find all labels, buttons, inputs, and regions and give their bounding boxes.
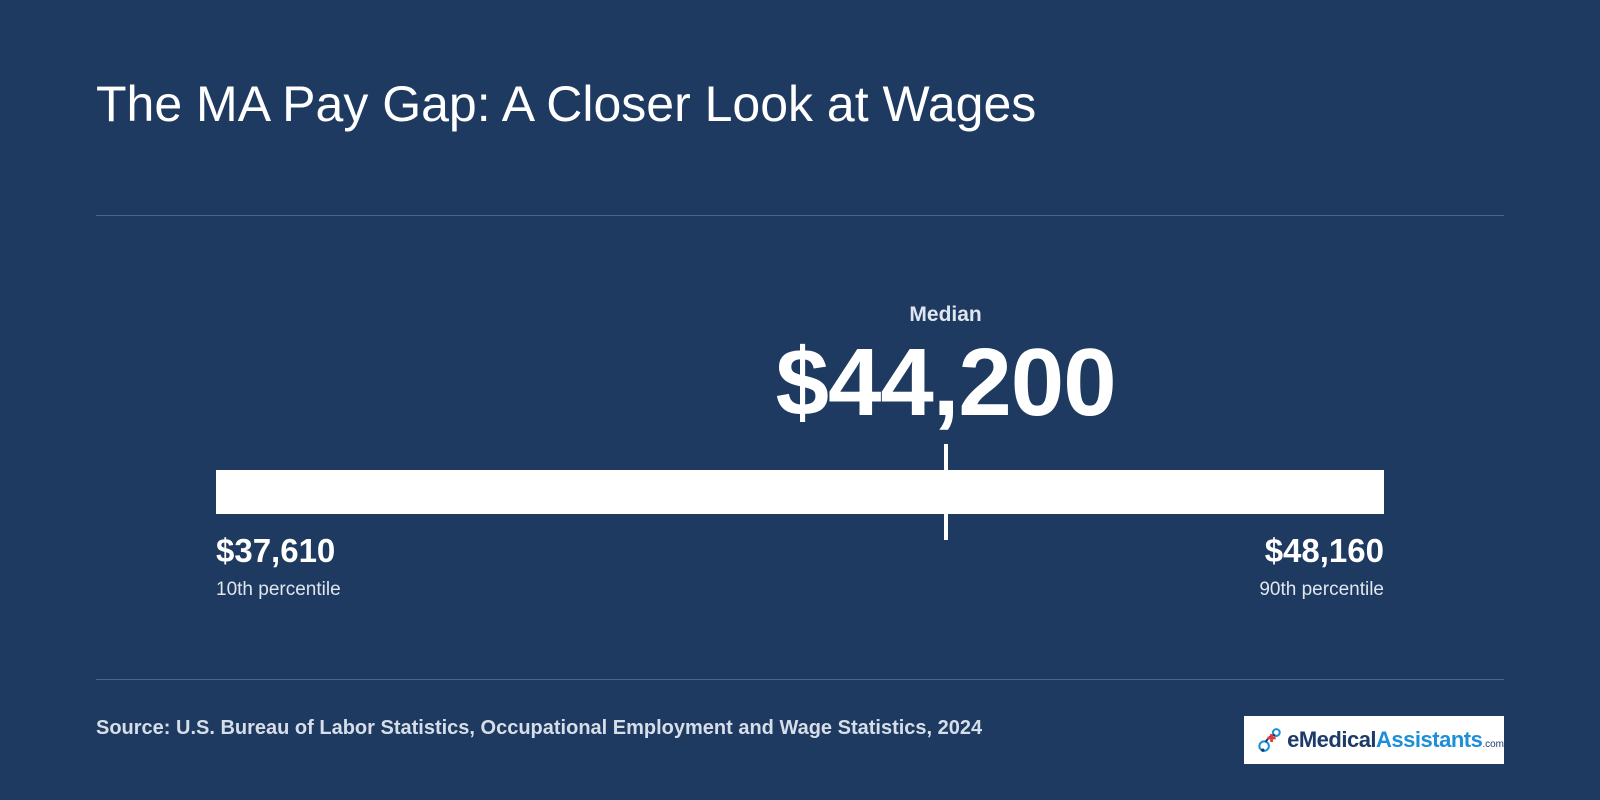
top-divider <box>96 215 1504 216</box>
median-label: Median <box>909 303 982 326</box>
low-value: $37,610 <box>216 532 336 569</box>
median-marker <box>943 444 948 540</box>
logo-text-main: eMedical <box>1287 727 1377 752</box>
logo-text-accent: Assistants <box>1376 727 1483 752</box>
high-percentile-label: 90th percentile <box>1259 579 1384 600</box>
wage-range-bar <box>216 470 1384 514</box>
logo-wordmark: eMedicalAssistants.com <box>1287 727 1504 753</box>
medical-cross-logo-icon <box>1258 728 1281 752</box>
low-percentile-label: 10th percentile <box>216 579 341 600</box>
logo-text-suffix: .com <box>1482 739 1504 750</box>
page-title: The MA Pay Gap: A Closer Look at Wages <box>96 76 1037 132</box>
source-note: Source: U.S. Bureau of Labor Statistics,… <box>96 717 983 739</box>
high-value: $48,160 <box>1264 532 1384 569</box>
bottom-divider <box>96 679 1504 680</box>
median-value: $44,200 <box>775 329 1117 436</box>
brand-logo: eMedicalAssistants.com <box>1244 716 1504 764</box>
